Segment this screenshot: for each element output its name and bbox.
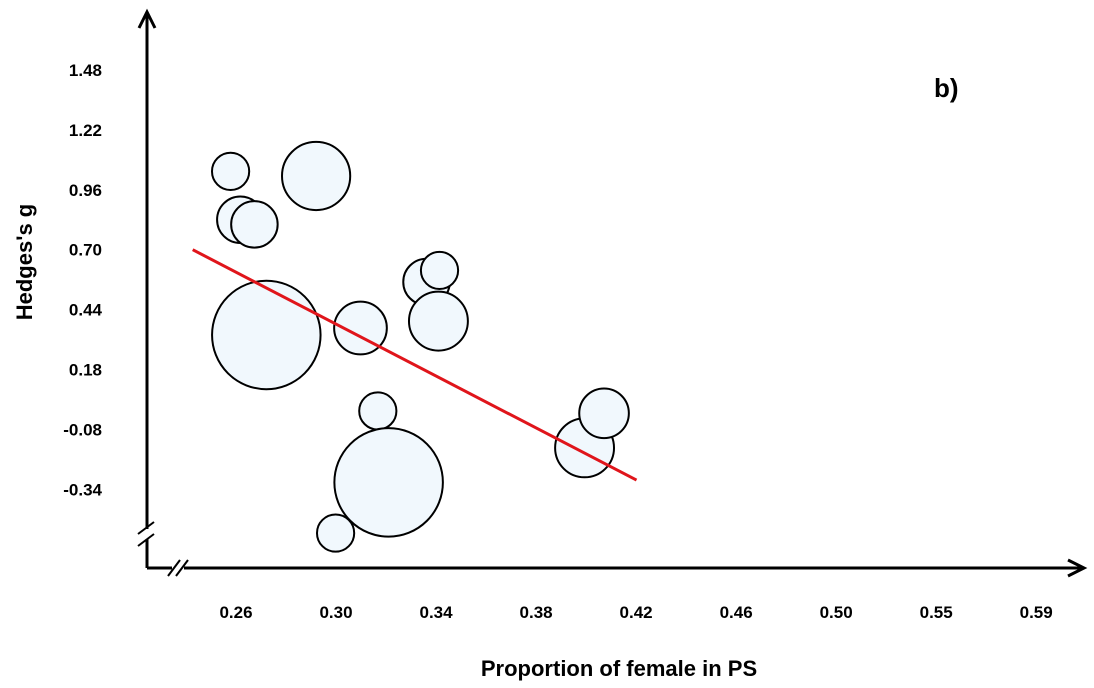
- y-tick-label: -0.08: [63, 420, 102, 439]
- data-bubble: [358, 391, 398, 431]
- x-tick-labels: 0.260.300.340.380.420.460.500.550.590.63: [219, 603, 1053, 622]
- y-tick-label: -0.34: [63, 480, 102, 499]
- x-axis: [147, 558, 1088, 578]
- y-tick-labels: 1.48 1.22 0.96 0.70 0.44 0.18 -0.08 -0.34: [63, 61, 102, 499]
- y-tick-label: 0.44: [69, 301, 103, 320]
- x-tick-label: 0.34: [419, 603, 453, 622]
- data-bubble: [211, 279, 322, 391]
- y-tick-label: 0.96: [69, 181, 102, 200]
- data-bubble: [210, 151, 251, 191]
- x-tick-label: 0.46: [720, 603, 753, 622]
- data-bubble: [333, 427, 444, 538]
- y-axis: [137, 8, 157, 568]
- x-tick-label: 0.55: [920, 603, 953, 622]
- x-tick-label: 0.50: [820, 603, 853, 622]
- regression-line: [192, 248, 638, 482]
- x-axis-label: Proportion of female in PS: [481, 656, 757, 681]
- data-bubble: [281, 140, 352, 212]
- panel-label: b): [934, 73, 959, 103]
- data-bubble: [230, 200, 279, 249]
- data-bubble: [333, 300, 388, 356]
- y-tick-label: 1.48: [69, 61, 102, 80]
- data-bubble: [419, 250, 460, 291]
- y-tick-label: 0.18: [69, 361, 102, 380]
- x-tick-label: 0.30: [319, 603, 352, 622]
- data-bubble: [315, 513, 356, 553]
- y-axis-label: Hedges's g: [12, 204, 37, 321]
- x-tick-label: 0.59: [1020, 603, 1053, 622]
- y-tick-label: 1.22: [69, 121, 102, 140]
- x-tick-label: 0.26: [219, 603, 252, 622]
- data-bubble: [578, 387, 630, 440]
- bubbles-layer: [210, 140, 630, 553]
- y-tick-label: 0.70: [69, 241, 102, 260]
- x-tick-label: 0.38: [520, 603, 553, 622]
- x-tick-label: 0.42: [620, 603, 653, 622]
- data-bubble: [407, 290, 469, 352]
